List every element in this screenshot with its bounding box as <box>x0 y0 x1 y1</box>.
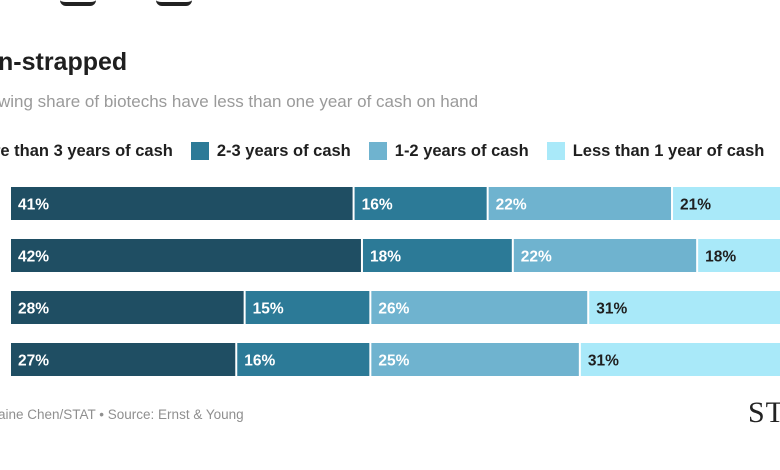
data-label: 25% <box>378 353 409 370</box>
bar-segment <box>589 291 780 324</box>
legend-item: Less than 1 year of cash <box>546 141 765 161</box>
data-label: 22% <box>521 249 552 266</box>
bar-segment <box>11 291 244 324</box>
bar-segment <box>11 187 353 220</box>
bar-segment <box>673 187 780 220</box>
bar-segment <box>11 239 361 272</box>
bar-segment <box>698 239 780 272</box>
chart-subtitle: wing share of biotechs have less than on… <box>0 92 479 111</box>
data-label: 18% <box>370 249 401 266</box>
data-label: 31% <box>596 301 627 318</box>
data-label: 18% <box>705 249 736 266</box>
legend-swatch <box>368 142 387 160</box>
bar-segment <box>580 343 780 376</box>
bar-segment <box>11 343 236 376</box>
data-label: 31% <box>588 353 619 370</box>
data-label: 41% <box>18 197 49 214</box>
legend-label: Less than 1 year of cash <box>572 141 765 160</box>
legend-swatch <box>546 142 565 160</box>
bar-segment <box>488 187 672 220</box>
data-label: 21% <box>680 197 711 214</box>
bar-segment <box>513 239 697 272</box>
bar-segment <box>237 343 370 376</box>
data-label: 26% <box>378 301 409 318</box>
legend-swatch <box>190 142 209 160</box>
bar-segment <box>371 343 579 376</box>
data-label: 27% <box>18 353 49 370</box>
data-label: 16% <box>244 353 275 370</box>
chart-legend: re than 3 years of cash 2-3 years of cas… <box>0 139 780 163</box>
legend-item: re than 3 years of cash <box>0 142 173 161</box>
top-text-fragment <box>60 0 192 6</box>
stat-logo: ST <box>748 396 780 429</box>
data-label: 22% <box>496 197 527 214</box>
legend-label: 1-2 years of cash <box>394 141 529 160</box>
chart-credit: aine Chen/STAT • Source: Ernst & Young <box>0 407 244 422</box>
chart-title: n-strapped <box>0 48 128 76</box>
data-label: 42% <box>18 249 49 266</box>
data-label: 15% <box>253 301 284 318</box>
data-label: 16% <box>362 197 393 214</box>
legend-item: 2-3 years of cash <box>190 141 351 161</box>
legend-label: 2-3 years of cash <box>216 141 351 160</box>
data-label: 28% <box>18 301 49 318</box>
legend-item: 1-2 years of cash <box>368 141 529 161</box>
bar-segment <box>371 291 588 324</box>
bar-segment <box>354 187 487 220</box>
legend-label: re than 3 years of cash <box>0 141 173 160</box>
bar-segment <box>245 291 370 324</box>
bar-segment <box>362 239 512 272</box>
